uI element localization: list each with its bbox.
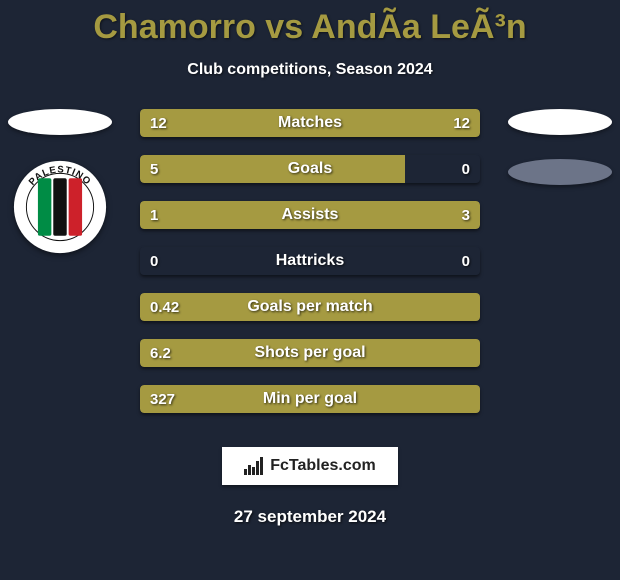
stat-bar-row: 0 0Hattricks bbox=[140, 247, 480, 275]
club-badge-palestino: PALESTINO bbox=[12, 159, 108, 255]
page-title: Chamorro vs AndÃa LeÃ³n bbox=[0, 0, 620, 47]
stat-bar-row: 0.42Goals per match bbox=[140, 293, 480, 321]
comparison-chart: PALESTINO 1212Matches50Goals13Assists00H… bbox=[0, 109, 620, 439]
bar-fill-right bbox=[225, 201, 480, 229]
placeholder-ellipse bbox=[508, 109, 612, 135]
placeholder-ellipse bbox=[508, 159, 612, 185]
stat-value-right: 0 bbox=[462, 155, 470, 183]
chart-icon bbox=[244, 457, 266, 475]
bar-fill-left bbox=[140, 155, 405, 183]
stat-bar-row: 13Assists bbox=[140, 201, 480, 229]
brand-text: FcTables.com bbox=[270, 457, 376, 475]
page-subtitle: Club competitions, Season 2024 bbox=[0, 61, 620, 79]
bar-fill-right bbox=[310, 109, 480, 137]
bar-fill-left bbox=[140, 339, 480, 367]
stat-value-left: 0 bbox=[150, 247, 158, 275]
bar-fill-left bbox=[140, 293, 480, 321]
right-player-column bbox=[500, 109, 620, 209]
stat-bars-container: 1212Matches50Goals13Assists00Hattricks0.… bbox=[140, 109, 480, 431]
bar-fill-left bbox=[140, 385, 480, 413]
stat-bar-row: 50Goals bbox=[140, 155, 480, 183]
stat-label: Hattricks bbox=[140, 247, 480, 275]
stat-bar-row: 327Min per goal bbox=[140, 385, 480, 413]
stat-value-right: 0 bbox=[462, 247, 470, 275]
brand-logo: FcTables.com bbox=[222, 447, 398, 485]
stat-bar-row: 6.2Shots per goal bbox=[140, 339, 480, 367]
footer-date: 27 september 2024 bbox=[0, 507, 620, 527]
placeholder-ellipse bbox=[8, 109, 112, 135]
bar-fill-left bbox=[140, 201, 225, 229]
left-player-column: PALESTINO bbox=[0, 109, 120, 255]
bar-fill-left bbox=[140, 109, 310, 137]
stat-bar-row: 1212Matches bbox=[140, 109, 480, 137]
